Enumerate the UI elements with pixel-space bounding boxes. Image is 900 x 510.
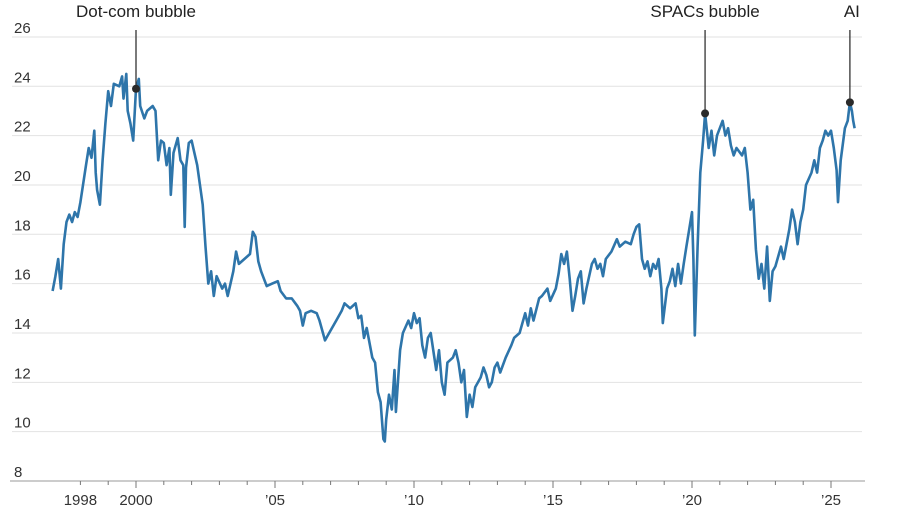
annotation-label: SPACs bubble bbox=[650, 2, 759, 21]
x-tick-label: ’25 bbox=[821, 492, 841, 509]
gridlines bbox=[12, 36, 862, 433]
x-tick-label: ’05 bbox=[265, 492, 285, 509]
y-tick-label: 12 bbox=[14, 365, 31, 382]
y-tick-label: 26 bbox=[14, 20, 31, 37]
series-line bbox=[51, 72, 856, 443]
annotation-marker bbox=[701, 109, 710, 118]
y-tick-label: 20 bbox=[14, 168, 31, 185]
annotation-marker bbox=[132, 84, 140, 93]
x-tick-label: 2000 bbox=[119, 492, 152, 509]
y-tick-label: 22 bbox=[14, 119, 31, 136]
y-tick-label: 18 bbox=[14, 217, 31, 234]
x-tick-label: ’10 bbox=[404, 492, 424, 509]
y-axis-tick-labels: 26 24 22 20 18 16 14 12 10 8 bbox=[14, 20, 31, 481]
y-tick-label: 16 bbox=[14, 267, 31, 284]
y-tick-label: 14 bbox=[14, 316, 31, 333]
x-tick-label: 1998 bbox=[64, 492, 97, 509]
y-tick-label: 10 bbox=[14, 415, 31, 432]
y-tick-label: 24 bbox=[14, 69, 31, 86]
x-tick-label: ’20 bbox=[682, 492, 702, 509]
x-axis: 1998 2000 ’05 ’10 ’15 ’20 ’25 bbox=[10, 480, 865, 509]
x-tick-label: ’15 bbox=[543, 492, 563, 509]
annotation-label: Dot-com bubble bbox=[76, 2, 196, 21]
y-tick-label: 8 bbox=[14, 464, 22, 481]
annotations: Dot-com bubble SPACs bubble AI bbox=[76, 2, 860, 118]
annotation-marker bbox=[845, 98, 854, 107]
annotation-label: AI bbox=[844, 2, 860, 21]
